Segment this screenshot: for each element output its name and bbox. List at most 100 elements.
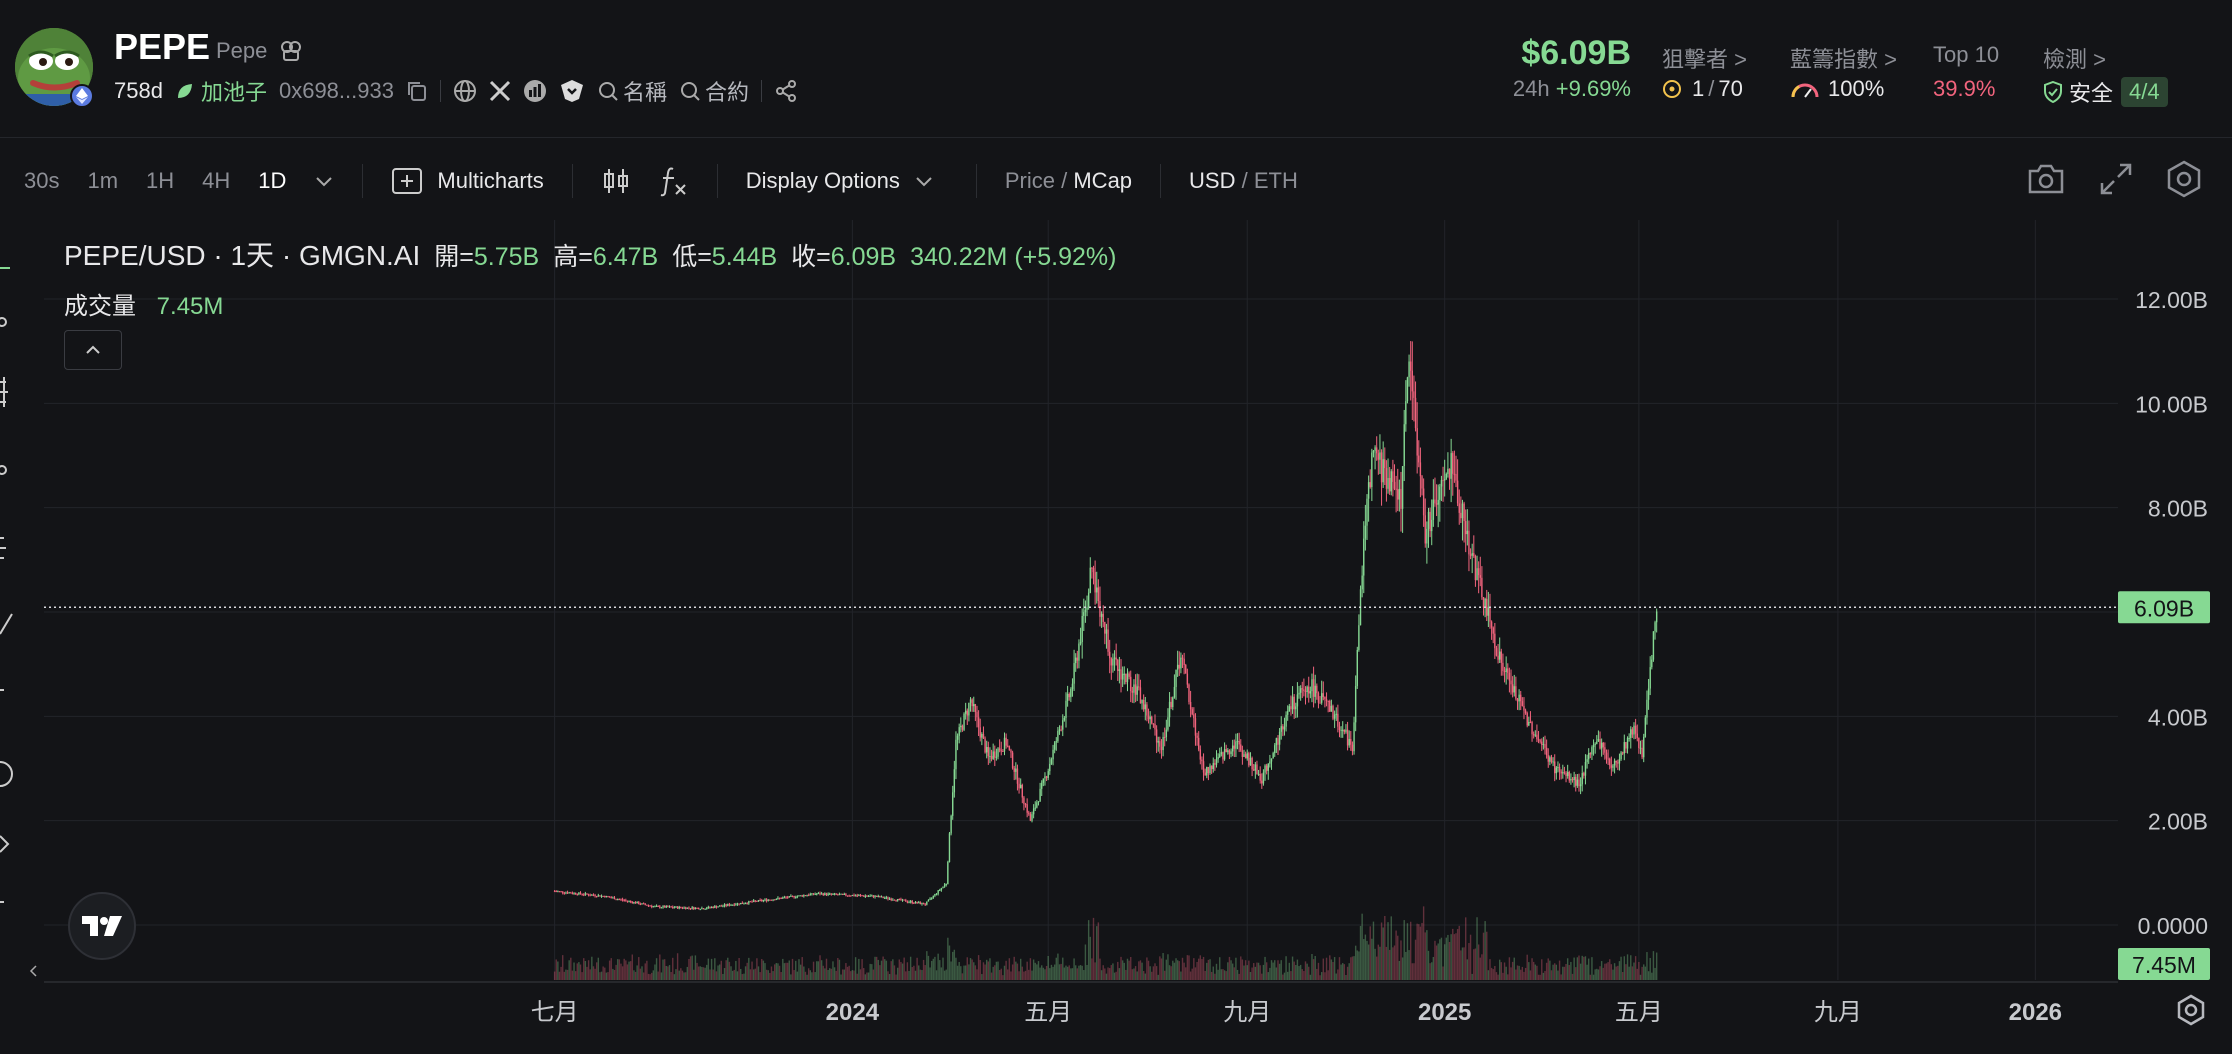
volume-bar	[1330, 959, 1333, 980]
x-twitter-icon[interactable]	[489, 80, 511, 102]
candlestick-type-icon[interactable]	[601, 166, 631, 196]
close-label: 收=	[791, 243, 831, 271]
interval-1h[interactable]: 1H	[146, 168, 175, 193]
volume-bar	[646, 960, 648, 980]
etherscan-icon[interactable]	[523, 79, 547, 103]
candle-body	[1186, 673, 1189, 685]
display-options-button[interactable]: Display Options	[746, 168, 948, 194]
bluechip-stat[interactable]: 藍籌指數 > 100%	[1790, 42, 1897, 101]
candle-body	[1532, 734, 1535, 736]
volume-bar	[1113, 972, 1116, 980]
magnet-tool-icon[interactable]	[0, 761, 13, 787]
candle-body	[642, 903, 645, 905]
interval-1m[interactable]: 1m	[87, 168, 119, 193]
candle-body	[937, 890, 939, 894]
candle-body	[1092, 568, 1095, 573]
candle-body	[599, 895, 601, 897]
volume-bar	[1015, 961, 1017, 980]
copy-icon[interactable]	[406, 80, 428, 102]
share-icon[interactable]	[774, 79, 798, 103]
candle-body	[573, 892, 575, 894]
settings-hex-icon[interactable]	[2166, 160, 2202, 198]
search-contract-link[interactable]: 合約	[679, 75, 749, 107]
fullscreen-icon[interactable]	[2098, 160, 2134, 198]
candle-body	[1649, 667, 1651, 689]
interval-30s[interactable]: 30s	[24, 168, 60, 193]
candle-body	[832, 893, 834, 895]
volume-bar	[1573, 957, 1575, 980]
fib-tool-icon[interactable]	[0, 377, 8, 407]
multicharts-button[interactable]: Multicharts	[391, 167, 544, 195]
mcap-option[interactable]: MCap	[1073, 168, 1133, 193]
price-mcap-toggle[interactable]: Price / MCap	[1005, 168, 1132, 194]
candle-body	[871, 895, 873, 897]
check-label: 檢測 >	[2043, 47, 2106, 72]
volume-bar	[1299, 964, 1302, 980]
price-chart[interactable]: 0.00002.00B4.00B6.00B8.00B10.00B12.00B七月…	[0, 220, 2232, 1054]
candle-body	[994, 751, 996, 758]
candle-body	[1087, 592, 1090, 608]
token-avatar[interactable]	[15, 28, 93, 106]
scroll-left-icon[interactable]	[29, 965, 37, 977]
indicators-fx-icon[interactable]	[659, 165, 689, 197]
candle-body	[1039, 788, 1041, 802]
y-tick-label: 2.00B	[2148, 809, 2208, 835]
volume-bar	[1492, 969, 1494, 980]
lock-tool-icon[interactable]	[0, 835, 10, 853]
candle-body	[968, 702, 970, 716]
chart-canvas[interactable]: 0.00002.00B4.00B6.00B8.00B10.00B12.00B七月…	[0, 220, 2232, 1054]
check-value-row: 安全 4/4	[2043, 76, 2168, 108]
candle-body	[846, 895, 849, 897]
candle-body	[783, 897, 786, 899]
camera-icon[interactable]	[2026, 160, 2066, 198]
dexscreener-icon[interactable]	[559, 79, 585, 103]
chevron-down-icon[interactable]	[314, 174, 334, 188]
eth-option[interactable]: ETH	[1253, 168, 1298, 193]
interval-4h[interactable]: 4H	[202, 168, 231, 193]
candle-body	[1322, 693, 1325, 698]
pool-label-group[interactable]: 加池子	[175, 75, 267, 107]
usd-option[interactable]: USD	[1189, 168, 1236, 193]
volume-bar	[736, 971, 739, 980]
volume-bar	[1621, 972, 1624, 980]
high-label: 高=	[553, 243, 593, 271]
dot-tool-icon[interactable]	[0, 317, 7, 327]
candle-body	[592, 894, 595, 896]
check-stat[interactable]: 檢測 > 安全 4/4	[2043, 42, 2168, 107]
collapse-legend-button[interactable]	[64, 330, 122, 370]
volume-bar	[1655, 952, 1658, 980]
price-option[interactable]: Price	[1004, 168, 1055, 193]
volume-bar	[1254, 966, 1257, 980]
candle-body	[1502, 662, 1504, 671]
volume-bar	[900, 961, 902, 980]
candle-body	[595, 896, 598, 898]
volume-bar	[586, 966, 588, 980]
volume-bar	[1520, 969, 1522, 980]
volume-bar	[908, 970, 910, 980]
token-age: 758d	[114, 78, 163, 103]
candle-body	[660, 907, 663, 909]
currency-toggle[interactable]: USD / ETH	[1189, 168, 1298, 194]
candle-body	[1267, 763, 1269, 771]
trendline-tool-icon[interactable]	[0, 613, 13, 635]
axis-settings-button[interactable]	[2176, 994, 2206, 1031]
globe-icon[interactable]	[453, 79, 477, 103]
candle-body	[1005, 737, 1007, 746]
volume-bar	[1654, 967, 1656, 980]
volume-bar	[1524, 967, 1527, 980]
volume-bar	[816, 961, 818, 980]
candle-body	[817, 893, 820, 895]
candle-body	[1592, 744, 1595, 748]
candle-body	[1507, 668, 1509, 673]
interval-1d[interactable]: 1D	[258, 168, 287, 193]
candle-body	[1374, 447, 1376, 451]
legend-open: 5.75B	[473, 243, 540, 271]
token-meta-row: 758d 加池子 0x698...933 名稱	[114, 76, 810, 106]
search-name-link[interactable]: 名稱	[597, 75, 667, 107]
snipers-stat[interactable]: 狙擊者 > 1 / 70	[1662, 42, 1747, 101]
pattern-tool-icon[interactable]	[0, 465, 7, 475]
candle-body	[1047, 771, 1049, 778]
candle-body	[1591, 747, 1593, 755]
projection-tool-icon[interactable]	[0, 537, 6, 559]
tradingview-logo[interactable]	[68, 892, 136, 960]
